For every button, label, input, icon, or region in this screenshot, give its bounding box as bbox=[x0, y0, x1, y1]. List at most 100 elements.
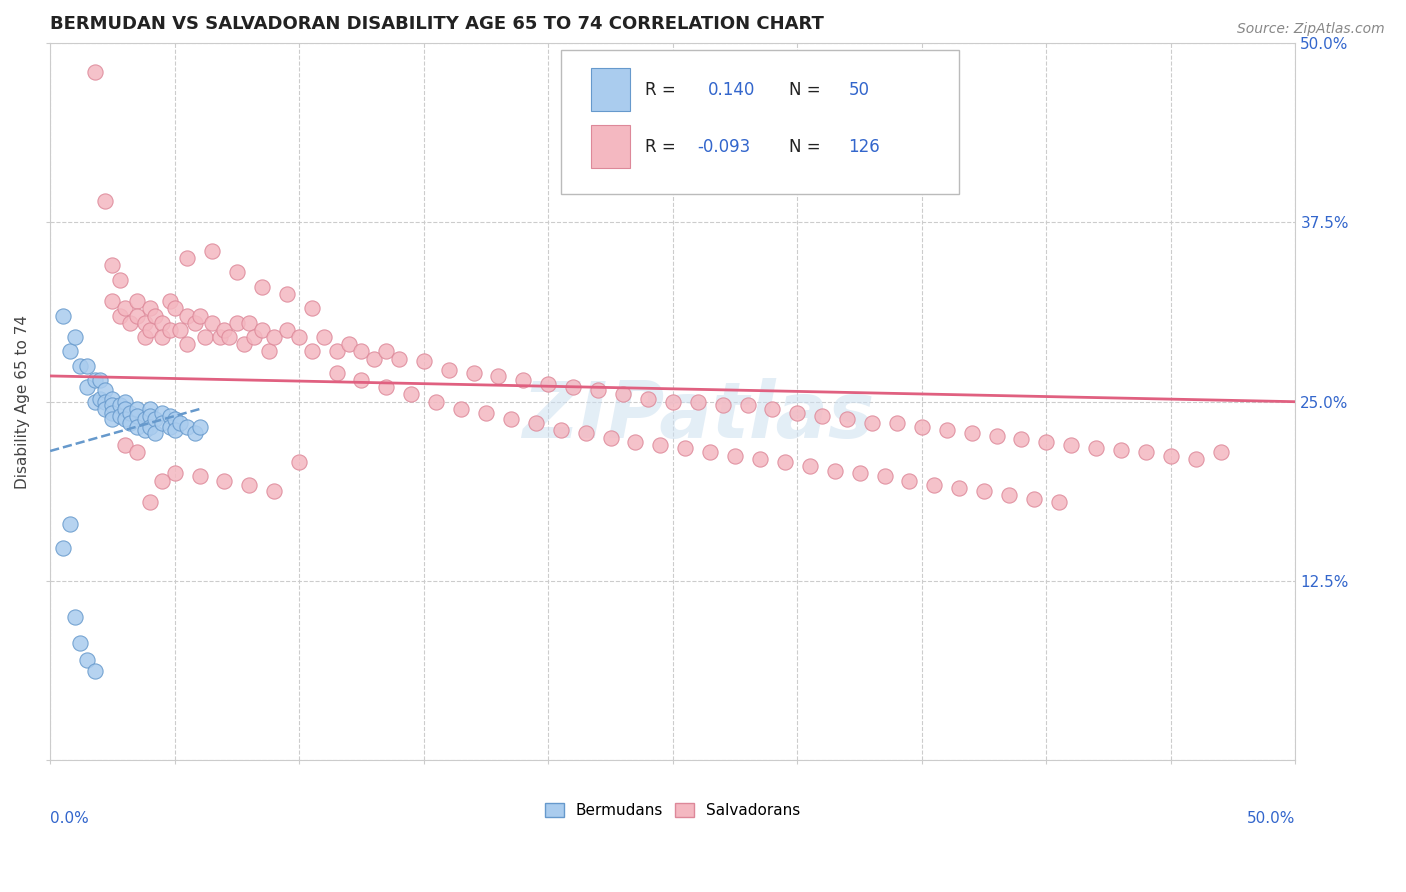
Point bbox=[150, 474, 173, 488]
Point bbox=[886, 416, 908, 430]
Point bbox=[69, 359, 91, 373]
Point bbox=[127, 309, 149, 323]
Point bbox=[139, 401, 162, 416]
Point bbox=[973, 483, 995, 498]
Point bbox=[89, 392, 111, 406]
Point bbox=[214, 323, 236, 337]
Point bbox=[76, 359, 98, 373]
Point bbox=[139, 495, 162, 509]
Text: 126: 126 bbox=[848, 138, 880, 156]
Point bbox=[63, 610, 86, 624]
Point bbox=[463, 366, 485, 380]
Point bbox=[183, 316, 205, 330]
Point bbox=[163, 301, 186, 316]
Point bbox=[139, 323, 162, 337]
Point bbox=[114, 412, 136, 426]
Point bbox=[637, 392, 659, 406]
Point bbox=[276, 287, 298, 301]
Point bbox=[169, 416, 191, 430]
Point bbox=[1035, 434, 1057, 449]
Point bbox=[325, 366, 347, 380]
Point bbox=[143, 412, 166, 426]
Point bbox=[699, 445, 721, 459]
Point bbox=[143, 309, 166, 323]
Text: R =: R = bbox=[645, 80, 682, 98]
Point bbox=[1085, 441, 1108, 455]
Point bbox=[388, 351, 411, 366]
Point bbox=[873, 469, 896, 483]
Point bbox=[150, 406, 173, 420]
Point bbox=[924, 478, 946, 492]
Point bbox=[250, 323, 273, 337]
Point bbox=[59, 516, 82, 531]
Point bbox=[163, 412, 186, 426]
Point bbox=[761, 401, 783, 416]
Point bbox=[860, 416, 883, 430]
Point bbox=[176, 251, 198, 265]
Point bbox=[314, 330, 336, 344]
Point bbox=[986, 429, 1008, 443]
Point bbox=[325, 344, 347, 359]
Point bbox=[243, 330, 266, 344]
Text: 50: 50 bbox=[848, 80, 869, 98]
Point bbox=[837, 412, 859, 426]
Point bbox=[108, 309, 131, 323]
Point bbox=[108, 397, 131, 411]
Point bbox=[288, 330, 311, 344]
Point bbox=[350, 373, 373, 387]
Point bbox=[183, 426, 205, 441]
Point bbox=[375, 344, 398, 359]
Point bbox=[450, 401, 472, 416]
Point bbox=[52, 309, 75, 323]
Point bbox=[218, 330, 240, 344]
Text: ZIPatlas: ZIPatlas bbox=[522, 378, 875, 454]
Point bbox=[575, 426, 598, 441]
Point bbox=[948, 481, 970, 495]
Point bbox=[512, 373, 534, 387]
Point bbox=[101, 412, 124, 426]
Text: 0.0%: 0.0% bbox=[51, 811, 89, 826]
Point bbox=[786, 406, 808, 420]
FancyBboxPatch shape bbox=[591, 68, 630, 111]
Point bbox=[176, 420, 198, 434]
Point bbox=[350, 344, 373, 359]
Point bbox=[118, 406, 141, 420]
Point bbox=[159, 323, 181, 337]
Point bbox=[259, 344, 281, 359]
Point bbox=[624, 434, 647, 449]
Point bbox=[401, 387, 423, 401]
Point bbox=[208, 330, 231, 344]
Point bbox=[163, 467, 186, 481]
Text: 0.140: 0.140 bbox=[707, 80, 755, 98]
Point bbox=[537, 377, 560, 392]
Point bbox=[118, 416, 141, 430]
Text: N =: N = bbox=[789, 138, 825, 156]
Point bbox=[233, 337, 256, 351]
Point bbox=[101, 392, 124, 406]
Text: BERMUDAN VS SALVADORAN DISABILITY AGE 65 TO 74 CORRELATION CHART: BERMUDAN VS SALVADORAN DISABILITY AGE 65… bbox=[51, 15, 824, 33]
Point bbox=[425, 394, 447, 409]
Point bbox=[108, 409, 131, 423]
Point bbox=[59, 344, 82, 359]
Point bbox=[1185, 452, 1208, 467]
Point bbox=[301, 301, 323, 316]
Point bbox=[127, 445, 149, 459]
Point bbox=[650, 438, 672, 452]
Point bbox=[193, 330, 215, 344]
Point bbox=[139, 420, 162, 434]
Point bbox=[94, 394, 117, 409]
Point bbox=[89, 373, 111, 387]
Point bbox=[499, 412, 522, 426]
Point bbox=[84, 665, 107, 679]
Point bbox=[114, 301, 136, 316]
Point bbox=[76, 653, 98, 667]
Point bbox=[773, 455, 796, 469]
Point bbox=[562, 380, 585, 394]
Point bbox=[488, 368, 510, 383]
Point bbox=[1047, 495, 1070, 509]
Point bbox=[127, 409, 149, 423]
Point bbox=[134, 330, 156, 344]
Point bbox=[214, 474, 236, 488]
Point bbox=[737, 397, 759, 411]
Point bbox=[437, 363, 460, 377]
